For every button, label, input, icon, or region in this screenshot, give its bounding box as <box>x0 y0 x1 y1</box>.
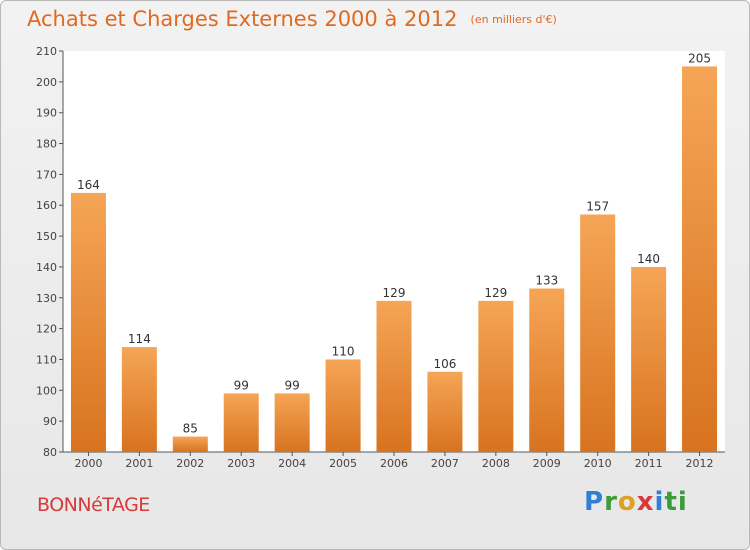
x-tick-label: 2000 <box>74 457 102 470</box>
x-tick-label: 2009 <box>533 457 561 470</box>
logo-letter: P <box>584 487 605 517</box>
y-tick-label: 170 <box>36 168 57 181</box>
x-tick-label: 2003 <box>227 457 255 470</box>
bar <box>121 347 157 452</box>
bar-value-label: 129 <box>484 286 507 300</box>
bar <box>631 266 667 452</box>
bar-value-label: 164 <box>77 178 100 192</box>
x-tick-label: 2011 <box>635 457 663 470</box>
logo-letter: x <box>636 487 655 517</box>
x-tick-label: 2002 <box>176 457 204 470</box>
title-row: Achats et Charges Externes 2000 à 2012 (… <box>27 7 557 31</box>
bar <box>682 66 718 452</box>
bar <box>376 300 412 452</box>
x-tick-label: 2012 <box>686 457 714 470</box>
logo-letter: ti <box>664 487 688 517</box>
bar <box>223 393 259 452</box>
chart-title: Achats et Charges Externes 2000 à 2012 <box>27 7 458 31</box>
bar-value-label: 106 <box>433 357 456 371</box>
data-labels: 164 114 85 99 99 110 129 106 129 133 157 140 205 <box>77 51 711 435</box>
y-tick-label: 200 <box>36 76 57 89</box>
y-tick-label: 150 <box>36 230 57 243</box>
bar-value-label: 110 <box>332 344 355 358</box>
bar-value-label: 99 <box>234 378 249 392</box>
bar-value-label: 129 <box>383 286 406 300</box>
y-tick-label: 160 <box>36 199 57 212</box>
bar-value-label: 85 <box>183 422 198 436</box>
bar-value-label: 99 <box>285 378 300 392</box>
y-axis: 80 90 100 110 120 130 140 150 160 170 180 190 200 210 <box>36 45 64 459</box>
bar <box>580 214 616 452</box>
x-tick-label: 2010 <box>584 457 612 470</box>
x-tick-label: 2007 <box>431 457 459 470</box>
bar <box>478 300 514 452</box>
x-tick-label: 2004 <box>278 457 306 470</box>
x-tick-label: 2001 <box>125 457 153 470</box>
bar-value-label: 157 <box>586 199 609 213</box>
x-tick-label: 2005 <box>329 457 357 470</box>
y-tick-label: 140 <box>36 261 57 274</box>
bar-value-label: 133 <box>535 274 558 288</box>
proxiti-logo: Proxiti <box>584 487 688 517</box>
y-tick-label: 80 <box>43 446 57 459</box>
bar <box>427 371 463 452</box>
bar <box>529 288 565 452</box>
y-tick-label: 130 <box>36 292 57 305</box>
place-name: BONNéTAGE <box>37 494 150 516</box>
logo-letter: o <box>617 487 637 517</box>
bars <box>70 66 718 452</box>
y-tick-label: 210 <box>36 45 57 58</box>
bar-value-label: 140 <box>637 252 660 266</box>
bar-value-label: 205 <box>688 51 711 65</box>
bar <box>70 192 106 452</box>
y-tick-label: 180 <box>36 138 57 151</box>
bar <box>274 393 310 452</box>
bar-value-label: 114 <box>128 332 151 346</box>
y-tick-label: 110 <box>36 353 57 366</box>
x-tick-label: 2008 <box>482 457 510 470</box>
x-axis: 2000 2001 2002 2003 2004 2005 2006 2007 2008 2009… <box>63 451 725 470</box>
y-tick-label: 100 <box>36 384 57 397</box>
y-tick-label: 190 <box>36 107 57 120</box>
bar <box>172 436 208 452</box>
y-tick-label: 120 <box>36 323 57 336</box>
bar <box>325 359 361 452</box>
x-tick-label: 2006 <box>380 457 408 470</box>
logo-letter: i <box>654 487 665 517</box>
y-tick-label: 90 <box>43 415 57 428</box>
logo-letter: r <box>604 487 618 517</box>
chart-subtitle: (en milliers d'€) <box>470 13 557 26</box>
